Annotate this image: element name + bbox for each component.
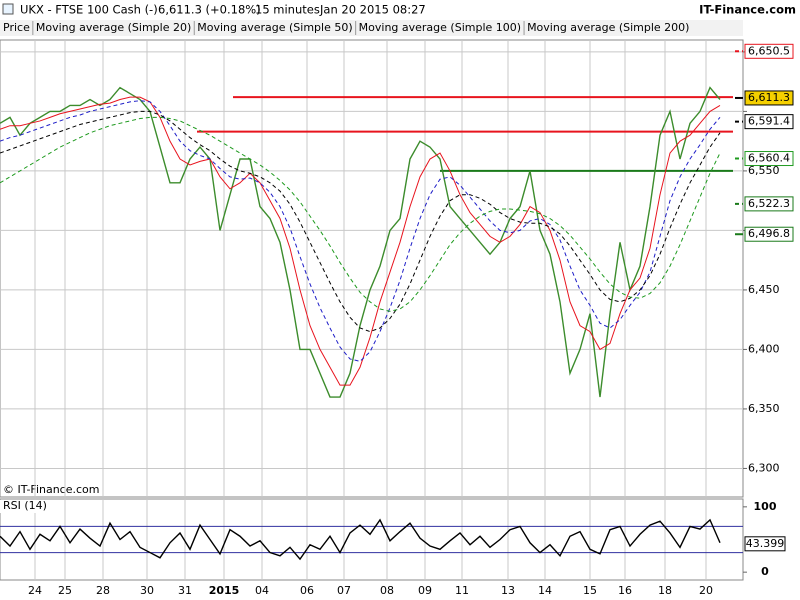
level-box [744, 196, 794, 212]
level-box [744, 43, 794, 59]
level-box [744, 90, 794, 106]
y-tick-label: 6,400 [748, 342, 780, 355]
level-box [744, 114, 794, 130]
rsi-last-label: 43.399 [746, 537, 785, 550]
x-tick-label: 11 [455, 584, 469, 597]
copyright: © IT-Finance.com [3, 483, 100, 496]
x-tick-label: 25 [58, 584, 72, 597]
x-tick-label: 28 [96, 584, 110, 597]
x-tick-label: 20 [699, 584, 713, 597]
title: UKX - FTSE 100 Cash (-) [20, 3, 158, 17]
x-tick-label: 18 [658, 584, 672, 597]
level-box [744, 151, 794, 167]
legend-entry: Moving average (Simple 100) [359, 21, 521, 34]
y-tick-label: 6,450 [748, 283, 780, 296]
interval: 15 minutes [255, 3, 320, 17]
level-label: 6,611.3 [748, 91, 790, 104]
series-line [0, 110, 721, 333]
x-tick-label: 09 [418, 584, 432, 597]
legend-bar [0, 20, 743, 36]
rsi-last-box [744, 536, 786, 552]
y-tick-label: 6,350 [748, 402, 780, 415]
series-line [0, 116, 721, 312]
legend-entry: Moving average (Simple 20) [36, 21, 191, 34]
series-line [0, 100, 721, 362]
legend-entry: Moving average (Simple 200) [527, 21, 689, 34]
x-tick-label: 31 [178, 584, 192, 597]
level-box [744, 226, 794, 242]
level-label: 6,522.3 [748, 197, 790, 210]
y-tick-label: 6,300 [748, 461, 780, 474]
x-tick-label: 24 [28, 584, 42, 597]
level-label: 6,591.4 [748, 115, 790, 128]
y-tick-label: 0 [761, 565, 769, 578]
rsi-label-bg [0, 500, 48, 513]
x-tick-label: 30 [140, 584, 154, 597]
rsi-panel [0, 498, 744, 581]
source: IT-Finance.com [699, 3, 796, 17]
x-tick-label: 14 [538, 584, 552, 597]
level-label: 6,560.4 [748, 152, 790, 165]
x-tick-label: 07 [337, 584, 351, 597]
level-label: 6,496.8 [748, 227, 790, 240]
legend-entry: Moving average (Simple 50) [197, 21, 352, 34]
x-tick-label: 08 [380, 584, 394, 597]
series-line [0, 96, 721, 386]
x-tick-label: 13 [501, 584, 515, 597]
level-label: 6,650.5 [748, 44, 790, 57]
y-tick-label: 6,550 [748, 164, 780, 177]
timestamp: Jan 20 2015 08:27 [319, 3, 426, 17]
series-line [0, 518, 721, 561]
collapse-icon[interactable] [2, 3, 14, 15]
price-panel [0, 39, 744, 498]
x-tick-label: 16 [618, 584, 632, 597]
rsi-label: RSI (14) [3, 499, 47, 512]
series-line [0, 86, 721, 398]
x-tick-label: 15 [583, 584, 597, 597]
last-price: 6,611.3 (+0.18%) [158, 3, 261, 17]
x-tick-label: 06 [300, 584, 314, 597]
x-tick-label: 04 [255, 584, 269, 597]
x-tick-label: 2015 [209, 584, 240, 597]
legend-price: Price [3, 21, 30, 34]
y-tick-label: 100 [754, 500, 777, 513]
